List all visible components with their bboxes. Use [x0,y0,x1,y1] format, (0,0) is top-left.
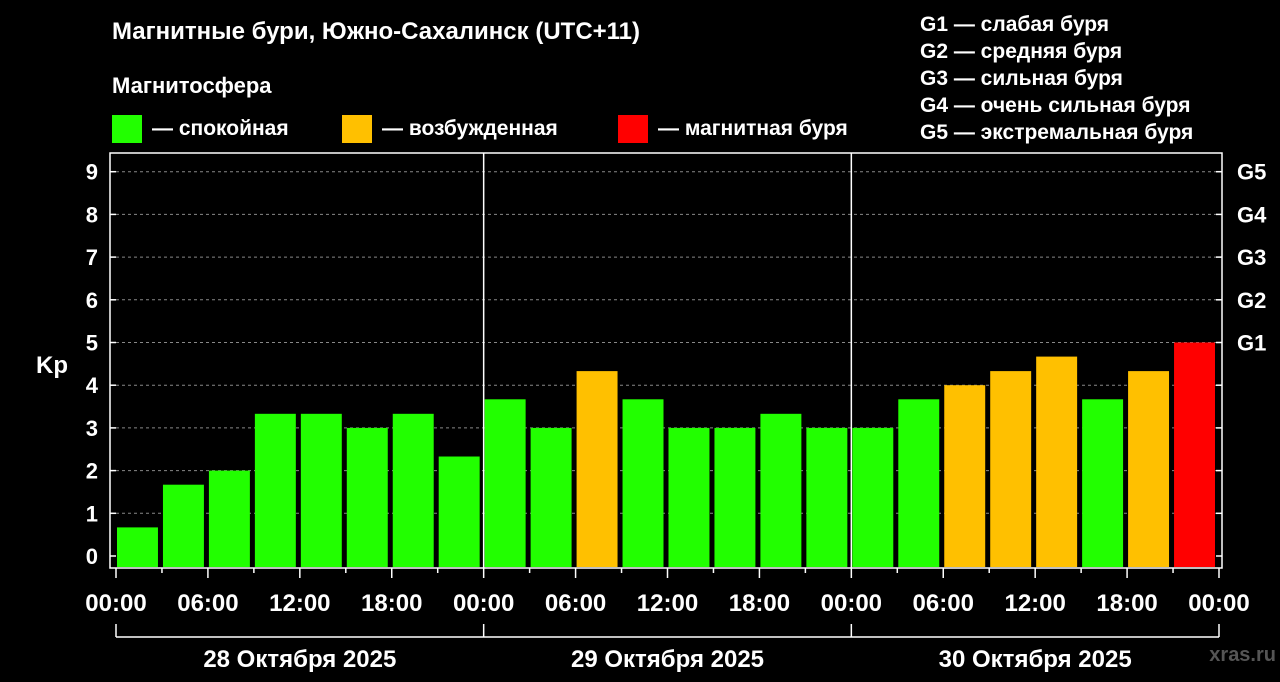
g-level-label: G2 [1237,288,1266,313]
kp-bar [392,413,434,567]
x-tick-label: 06:00 [913,590,974,617]
g-level-label: G5 [1237,160,1266,185]
legend-swatch-quiet [112,115,142,143]
day-label: 30 Октября 2025 [939,646,1132,673]
g-scale-item-g2: G2 — средняя буря [920,40,1123,63]
g-level-label: G4 [1237,202,1267,227]
kp-bar [346,427,388,567]
g-scale-item-g4: G4 — очень сильная буря [920,94,1191,117]
x-tick-label: 18:00 [361,590,422,617]
g-level-label: G1 [1237,331,1266,356]
x-tick-label: 06:00 [545,590,606,617]
x-tick-label: 12:00 [269,590,330,617]
kp-bar [1082,399,1124,567]
kp-bar [944,385,986,567]
watermark: xras.ru [1209,644,1276,666]
kp-bar [852,427,894,567]
legend-swatch-storm [618,115,648,143]
legend-item-storm: — магнитная буря [618,114,848,144]
legend-label-storm: — магнитная буря [658,117,848,140]
y-tick-label: 9 [86,160,98,185]
y-tick-label: 1 [86,501,98,526]
x-tick-label: 18:00 [729,590,790,617]
kp-bar [484,399,526,567]
kp-bar [300,413,342,567]
x-tick-label: 00:00 [821,590,882,617]
legend-heading: Магнитосфера [112,73,272,98]
y-tick-label: 5 [86,331,98,356]
legend-label-quiet: — спокойная [152,117,289,140]
kp-bar [898,399,940,567]
kp-bar [208,470,250,567]
kp-bar [760,413,802,567]
x-tick-label: 00:00 [85,590,146,617]
plot-frame [109,152,1223,569]
x-tick-label: 00:00 [1188,590,1249,617]
day-label: 28 Октября 2025 [203,646,396,673]
legend-item-active: — возбужденная [342,114,558,144]
g-scale-item-g5: G5 — экстремальная буря [920,121,1194,144]
kp-bar [1174,342,1215,567]
y-tick-label: 8 [86,202,98,227]
kp-bar [530,427,572,567]
kp-bar [668,427,710,567]
day-label: 29 Октября 2025 [571,646,764,673]
kp-bar [990,371,1032,567]
kp-bar [714,427,756,567]
x-tick-label: 18:00 [1096,590,1157,617]
legend-swatch-active [342,115,372,143]
chart-title: Магнитные бури, Южно-Сахалинск (UTC+11) [112,18,641,45]
y-tick-label: 6 [86,288,98,313]
y-tick-label: 4 [86,373,99,398]
y-tick-label: 2 [86,459,98,484]
kp-bar [438,456,480,567]
y-axis-label: Kp [36,352,68,379]
y-tick-label: 7 [86,245,98,270]
g-scale-legend: G1 — слабая буря G2 — средняя буря G3 — … [920,11,1193,146]
x-tick-label: 12:00 [637,590,698,617]
kp-bar [622,399,664,567]
kp-bar [1036,356,1078,567]
legend-item-quiet: — спокойная [112,114,289,144]
kp-bar [162,484,204,567]
g-level-label: G3 [1237,245,1266,270]
g-scale-item-g1: G1 — слабая буря [920,13,1110,36]
kp-bar [117,527,158,567]
kp-bar [806,427,848,567]
legend-label-active: — возбужденная [382,117,558,140]
x-tick-label: 00:00 [453,590,514,617]
y-tick-label: 0 [86,544,98,569]
x-tick-label: 06:00 [177,590,238,617]
x-tick-label: 12:00 [1004,590,1065,617]
kp-bar [254,413,296,567]
g-scale-item-g3: G3 — сильная буря [920,67,1123,90]
y-tick-label: 3 [86,416,98,441]
kp-bar [576,371,618,567]
kp-bar [1128,371,1170,567]
